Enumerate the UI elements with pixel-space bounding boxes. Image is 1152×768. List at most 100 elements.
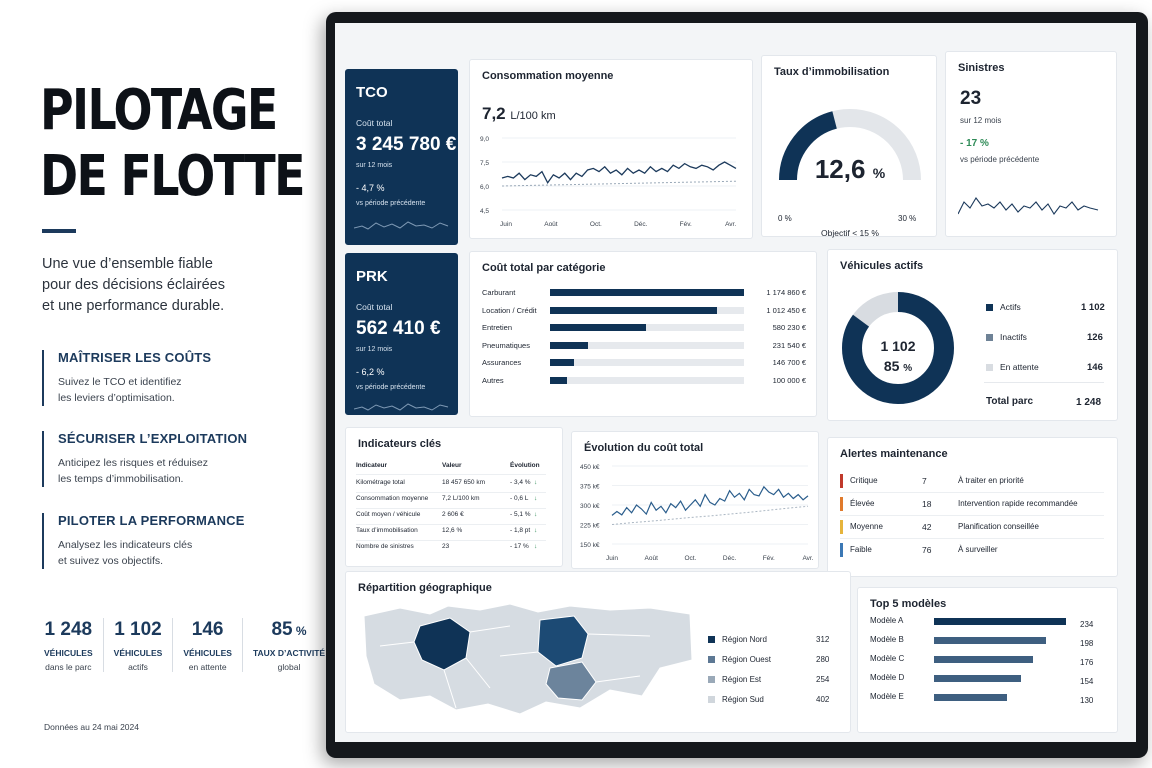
alert-action: Intervention rapide recommandée bbox=[958, 499, 1078, 508]
region-label: Région Nord bbox=[722, 635, 767, 644]
category-track bbox=[550, 289, 744, 296]
alert-divider bbox=[840, 538, 1104, 539]
category-cost-card[interactable]: Coût total par catégorie Carburant 1 174 … bbox=[469, 251, 817, 417]
model-value: 198 bbox=[1080, 639, 1094, 648]
active-vehicles-card[interactable]: Véhicules actifs 1 102 85 % Actifs 1 102… bbox=[827, 249, 1118, 421]
sinistres-compare: vs période précédente bbox=[960, 155, 1040, 164]
category-bar[interactable] bbox=[550, 306, 718, 314]
feature-title: MAÎTRISER LES COÛTS bbox=[58, 350, 212, 365]
model-bar[interactable] bbox=[934, 656, 1034, 663]
category-value: 1 012 450 € bbox=[766, 305, 806, 315]
tagline: Une vue d’ensemble fiable pour des décis… bbox=[42, 254, 282, 317]
evolution-x-tick: Avr. bbox=[802, 555, 813, 562]
trend-down-icon: ↓ bbox=[534, 543, 538, 550]
region-swatch bbox=[708, 696, 715, 703]
consumption-x-tick: Déc. bbox=[634, 221, 648, 228]
category-track bbox=[550, 376, 744, 384]
category-value: 231 540 € bbox=[772, 340, 806, 350]
sinistres-period: sur 12 mois bbox=[960, 116, 1002, 125]
sinistres-card[interactable]: Sinistres 23 sur 12 mois - 17 % vs pério… bbox=[945, 51, 1117, 237]
consumption-chart: 9,0 7,5 6,0 4,5 Juin Août Oct. Déc. Fév. Avr. bbox=[480, 136, 737, 228]
region-label: Région Ouest bbox=[722, 655, 771, 664]
evolution-y-tick: 300 k€ bbox=[580, 503, 600, 510]
cost-evolution-title: Évolution du coût total bbox=[584, 442, 704, 454]
sinistres-title: Sinistres bbox=[958, 62, 1005, 74]
table-divider bbox=[356, 508, 546, 509]
tco-card[interactable]: TCO Coût total 3 245 780 € sur 12 mois -… bbox=[345, 69, 458, 245]
data-date: Données au 24 mai 2024 bbox=[44, 722, 139, 732]
model-bar[interactable] bbox=[934, 618, 1066, 625]
page-title-line-1: PILOTAGE bbox=[40, 78, 278, 143]
category-value: 580 230 € bbox=[772, 323, 806, 332]
category-label: Carburant bbox=[482, 288, 516, 297]
legend-divider bbox=[984, 382, 1104, 383]
category-track bbox=[550, 324, 744, 331]
gauge-max: 30 % bbox=[898, 214, 917, 223]
tagline-line: pour des décisions éclairées bbox=[42, 277, 225, 293]
cost-evolution-card[interactable]: Évolution du coût total 450 k€ 375 k€ 300 … bbox=[571, 431, 819, 569]
alert-action: Planification conseillée bbox=[958, 522, 1039, 531]
evolution-x-tick: Août bbox=[645, 555, 659, 562]
gauge-min: 0 % bbox=[778, 214, 792, 223]
table-row-trend: - 17 % bbox=[510, 543, 529, 550]
alert-severity-bar bbox=[840, 497, 843, 511]
consumption-value: 7,2 L/100 km bbox=[482, 104, 556, 123]
kpi-fleet-total: 1 248 VÉHICULES dans le parc bbox=[34, 618, 104, 672]
consumption-target-line bbox=[501, 180, 737, 187]
evolution-y-tick: 450 k€ bbox=[580, 464, 600, 471]
category-value: 1 174 860 € bbox=[766, 288, 806, 297]
top-models-title: Top 5 modèles bbox=[870, 598, 947, 610]
legend-inactive-label: Inactifs bbox=[1000, 332, 1027, 342]
geo-card[interactable]: Répartition géographique Région Nord 312 R… bbox=[345, 571, 851, 733]
trend-down-icon: ↓ bbox=[534, 527, 538, 534]
category-label: Location / Crédit bbox=[482, 305, 537, 315]
model-bar[interactable] bbox=[934, 694, 1008, 701]
dashboard-screen: TCO Coût total 3 245 780 € sur 12 mois -… bbox=[335, 23, 1136, 742]
legend-active-value: 1 102 bbox=[1081, 302, 1105, 313]
category-bar[interactable] bbox=[550, 359, 575, 366]
trend-down-icon: ↓ bbox=[534, 511, 538, 518]
map-region-highlight-east[interactable] bbox=[545, 661, 597, 701]
immobilisation-target: Objectif < 15 % bbox=[821, 228, 879, 238]
consumption-card[interactable]: Consommation moyenne 7,2 L/100 km 9,0 7,5… bbox=[469, 59, 753, 239]
category-bar[interactable] bbox=[550, 376, 567, 384]
region-map[interactable] bbox=[360, 596, 696, 720]
table-row-value: 23 bbox=[442, 543, 450, 550]
legend-active-swatch bbox=[986, 304, 993, 311]
evolution-x-tick: Déc. bbox=[723, 555, 737, 562]
category-bar[interactable] bbox=[550, 289, 744, 296]
evolution-x-tick: Juin bbox=[606, 555, 618, 562]
model-bar[interactable] bbox=[934, 675, 1021, 682]
maintenance-alerts-card[interactable]: Alertes maintenance Critique 7 À traiter e… bbox=[827, 437, 1118, 577]
model-value: 154 bbox=[1080, 677, 1094, 686]
feature-text: Suivez le TCO et identifiez les leviers d… bbox=[58, 376, 182, 404]
category-bar[interactable] bbox=[550, 324, 646, 331]
table-row-name: Taux d’immobilisation bbox=[356, 527, 418, 534]
legend-pending-label: En attente bbox=[1000, 362, 1039, 372]
consumption-title: Consommation moyenne bbox=[482, 70, 614, 82]
evolution-y-tick: 225 k€ bbox=[580, 523, 600, 530]
region-value: 312 bbox=[816, 635, 830, 644]
feature-operations: SÉCURISER L’EXPLOITATION Anticipez les r… bbox=[42, 431, 252, 487]
legend-pending-swatch bbox=[986, 364, 993, 371]
table-row-trend: - 1,8 pt bbox=[510, 527, 531, 534]
prk-card[interactable]: PRK Coût total 562 410 € sur 12 mois - 6… bbox=[345, 253, 458, 415]
category-bar[interactable] bbox=[550, 341, 589, 349]
feature-performance: PILOTER LA PERFORMANCE Analysez les indi… bbox=[42, 513, 252, 569]
region-swatch bbox=[708, 656, 715, 663]
top-models-card[interactable]: Top 5 modèles Modèle A 234 Modèle B 198 Modè… bbox=[857, 587, 1118, 733]
immobilisation-value: 12,6 % bbox=[814, 154, 886, 184]
region-value: 402 bbox=[816, 695, 830, 704]
sinistres-evolution: - 17 % bbox=[960, 138, 989, 149]
model-bar[interactable] bbox=[934, 637, 1046, 644]
model-label: Modèle B bbox=[870, 635, 904, 644]
map-region-highlight-west[interactable] bbox=[413, 617, 471, 671]
key-indicators-title: Indicateurs clés bbox=[358, 438, 442, 450]
tco-value: 3 245 780 € bbox=[356, 134, 457, 155]
table-row-value: 7,2 L/100 km bbox=[442, 495, 480, 502]
immobilisation-card[interactable]: Taux d’immobilisation 12,6 % 0 % 30 % Ob… bbox=[761, 55, 937, 238]
donut-center-pct: 85 % bbox=[883, 358, 913, 374]
total-fleet-value: 1 248 bbox=[1076, 397, 1102, 408]
key-indicators-card[interactable]: Indicateurs clés Indicateur Valeur Évoluti… bbox=[345, 427, 563, 567]
prk-label: Coût total bbox=[356, 302, 393, 312]
